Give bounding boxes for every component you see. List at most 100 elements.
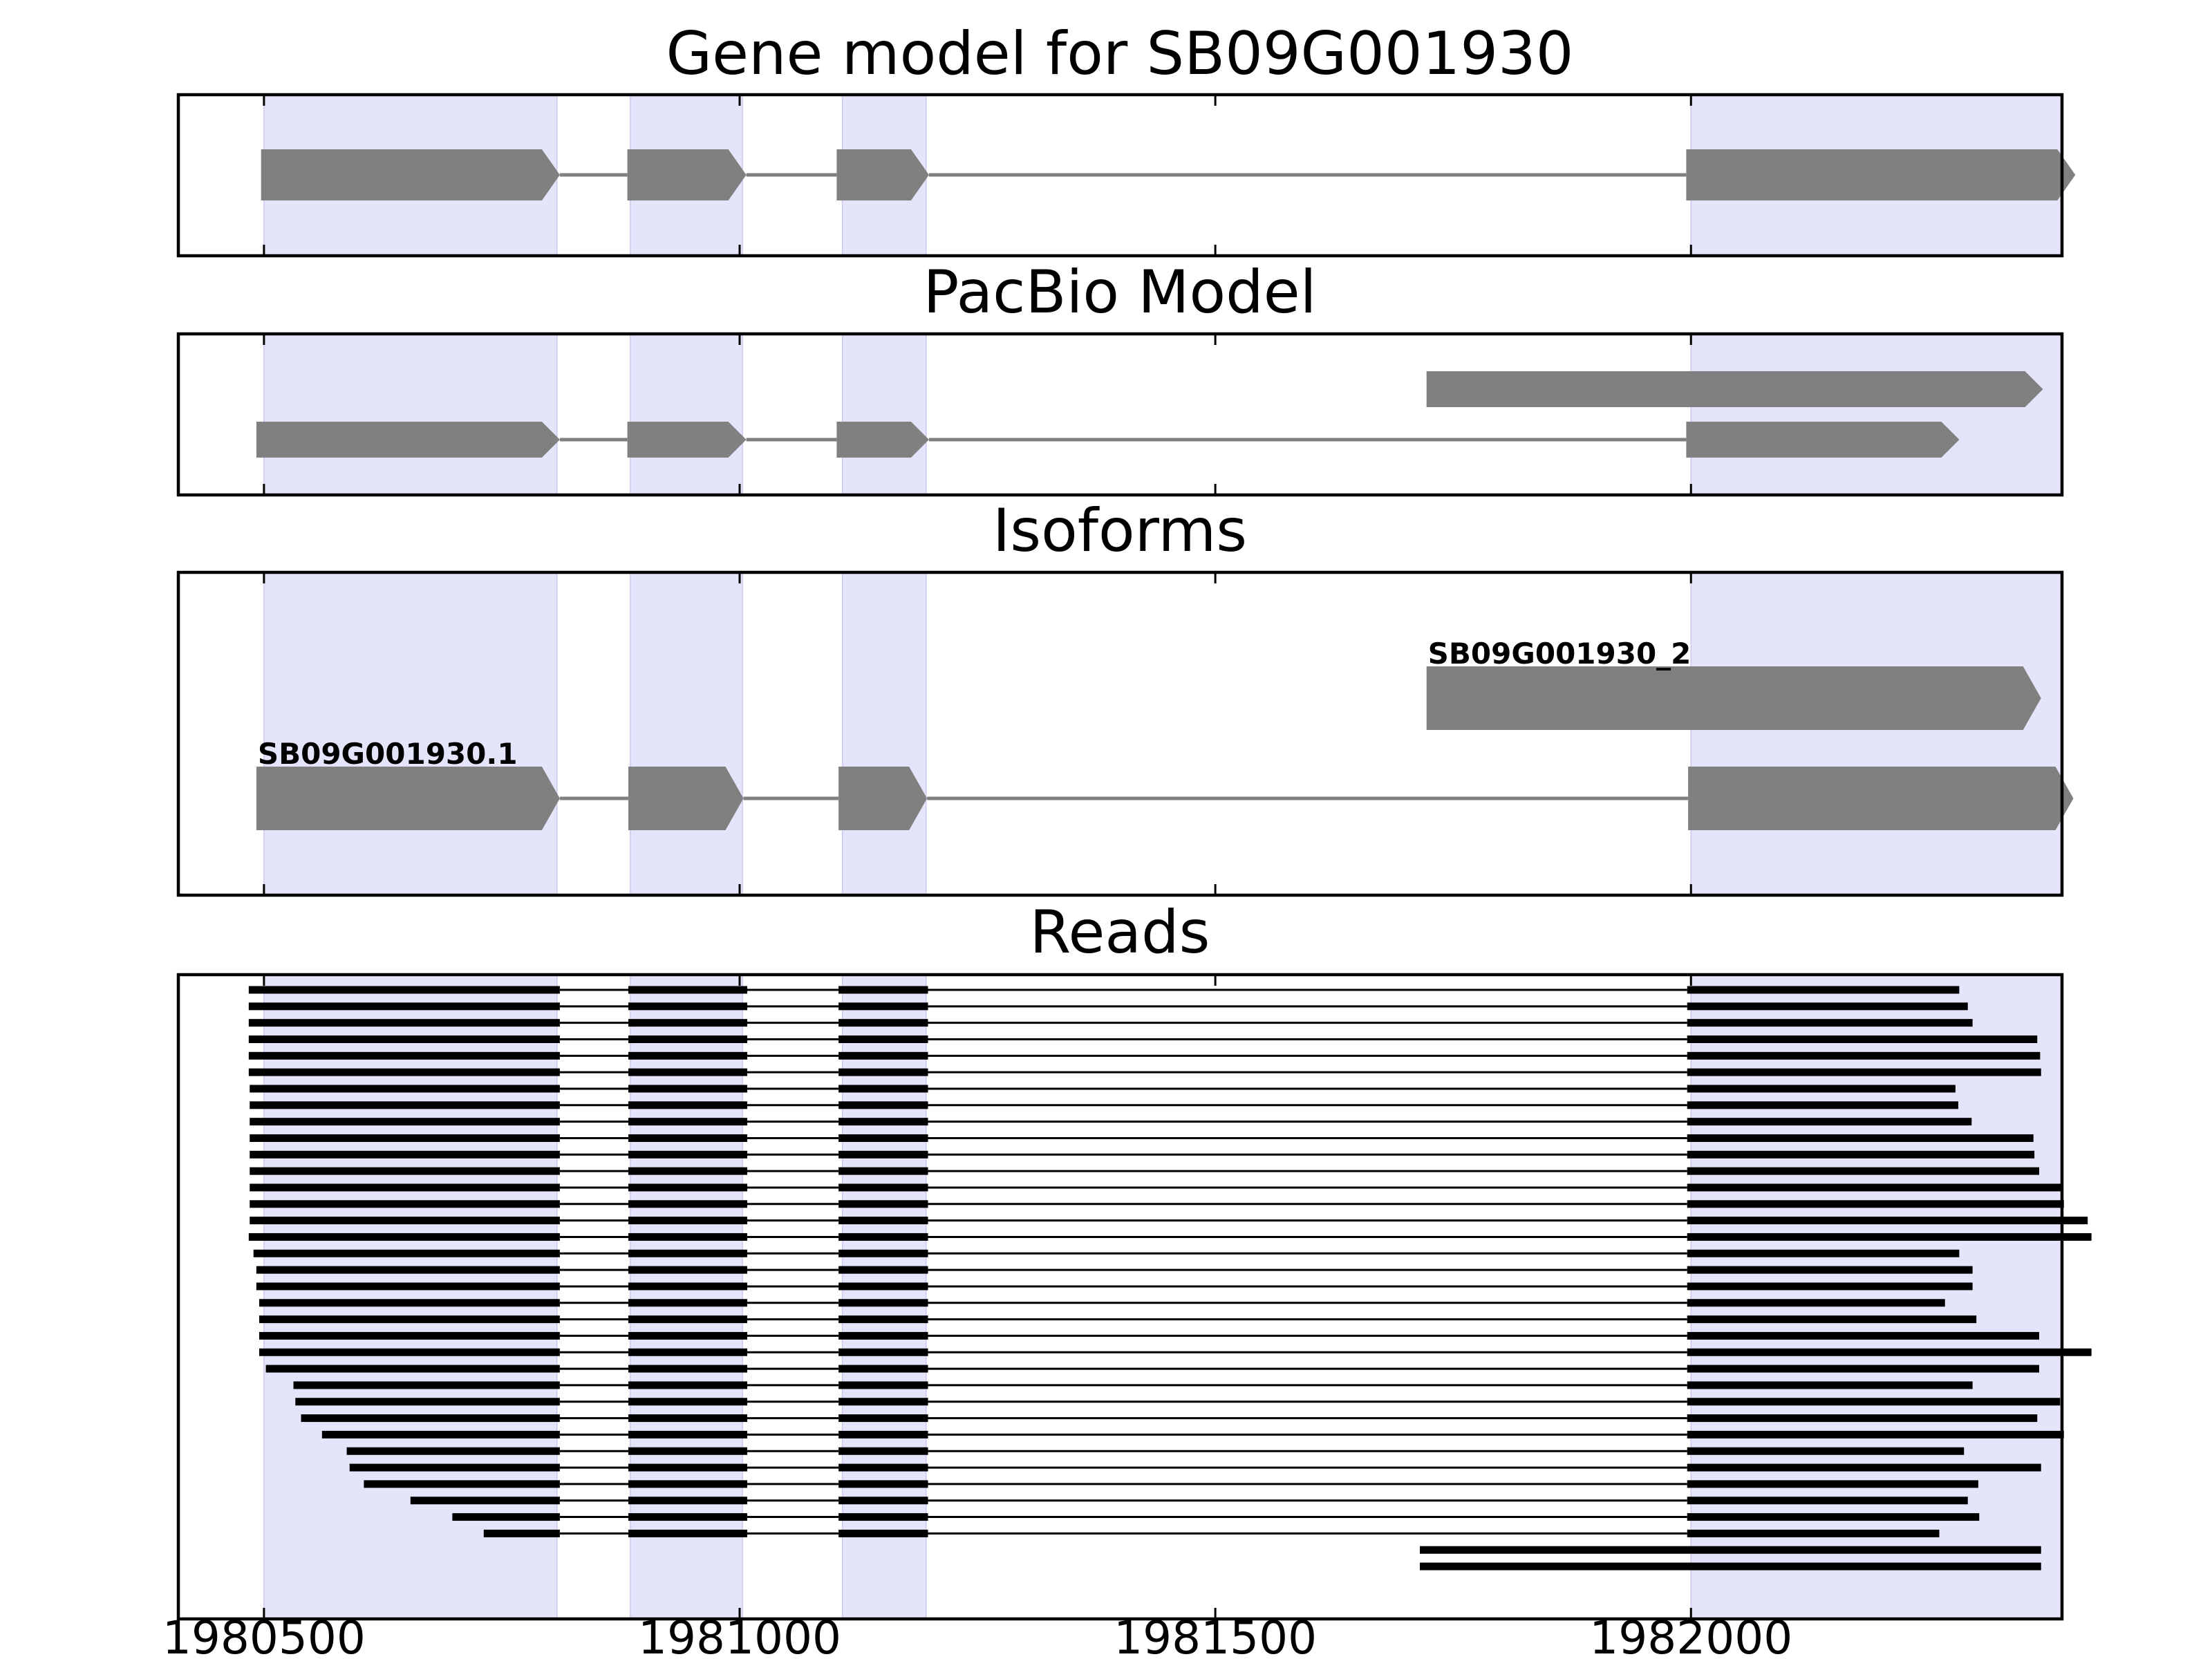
pacbio-model-panel: PacBio Model — [176, 258, 2064, 497]
read-15-block-1 — [628, 1232, 748, 1241]
exon-highlight-region-3 — [1690, 974, 2063, 1620]
read-15-block-0 — [248, 1232, 560, 1241]
read-34-block-0 — [1420, 1546, 2041, 1554]
pacbio-exon-1-1 — [627, 422, 747, 458]
read-1-block-0 — [248, 1002, 560, 1011]
read-20-block-3 — [1687, 1315, 1977, 1324]
read-11-block-1 — [628, 1167, 748, 1175]
isoforms-exon-1-3 — [1688, 767, 2074, 830]
read-26-block-0 — [301, 1414, 560, 1423]
read-27-block-2 — [838, 1430, 928, 1438]
read-9-block-1 — [628, 1134, 748, 1142]
isoforms-exon-1-2 — [838, 767, 928, 830]
isoform-label-0: SB09G001930_2 — [1428, 637, 1691, 671]
read-1-block-1 — [628, 1002, 748, 1011]
read-19-block-3 — [1687, 1299, 1945, 1307]
read-18-block-1 — [628, 1282, 748, 1291]
read-22-block-3 — [1687, 1348, 2092, 1356]
read-0-block-2 — [838, 986, 928, 994]
read-17-block-0 — [256, 1266, 560, 1274]
read-32-block-1 — [628, 1513, 748, 1521]
read-6-block-0 — [250, 1085, 560, 1093]
read-17-block-2 — [838, 1266, 928, 1274]
read-31-block-0 — [410, 1497, 560, 1505]
pacbio-exon-0-0 — [1426, 371, 2043, 407]
read-21-block-3 — [1687, 1331, 2039, 1340]
gene-model-panel: Gene model for SB09G001930 — [176, 19, 2076, 258]
pacbio-exon-1-3 — [1686, 422, 1960, 458]
isoforms-panel: SB09G001930_2 SB09G001930.1 Isoforms — [176, 496, 2074, 897]
read-30-block-3 — [1687, 1480, 1978, 1488]
read-16-block-2 — [838, 1249, 928, 1257]
read-26-block-3 — [1687, 1414, 2038, 1423]
read-10-block-0 — [250, 1150, 560, 1159]
read-19-block-2 — [838, 1299, 928, 1307]
exon-highlight-region-2 — [841, 333, 927, 496]
read-5-block-2 — [838, 1068, 928, 1076]
read-27-block-0 — [321, 1430, 560, 1438]
isoform-label-1: SB09G001930.1 — [258, 737, 518, 771]
read-11-block-2 — [838, 1167, 928, 1175]
read-7-block-0 — [250, 1101, 560, 1109]
read-6-block-1 — [628, 1085, 748, 1093]
read-2-block-0 — [248, 1019, 560, 1027]
read-14-block-1 — [628, 1217, 748, 1225]
read-18-block-3 — [1687, 1282, 1973, 1291]
read-26-block-1 — [628, 1414, 748, 1423]
pacbio-exon-1-0 — [256, 422, 560, 458]
x-tick-label-1: 1981000 — [638, 1611, 841, 1659]
exon-highlight-region-1 — [629, 572, 743, 896]
read-28-block-1 — [628, 1447, 748, 1455]
pacbio-model-title: PacBio Model — [923, 258, 1316, 327]
read-23-block-3 — [1687, 1365, 2039, 1373]
read-28-block-3 — [1687, 1447, 1965, 1455]
read-13-block-3 — [1687, 1200, 2064, 1208]
read-2-block-1 — [628, 1019, 748, 1027]
read-4-block-0 — [248, 1051, 560, 1060]
read-8-block-3 — [1687, 1118, 1972, 1126]
read-10-block-2 — [838, 1150, 928, 1159]
read-27-block-1 — [628, 1430, 748, 1438]
read-8-block-2 — [838, 1118, 928, 1126]
read-3-block-0 — [248, 1035, 560, 1043]
read-25-block-0 — [295, 1398, 560, 1406]
pacbio-model-frame — [176, 332, 2064, 497]
read-6-block-3 — [1687, 1085, 1956, 1093]
read-30-block-1 — [628, 1480, 748, 1488]
read-3-block-1 — [628, 1035, 748, 1043]
exon-highlight-region-2 — [841, 974, 927, 1620]
read-25-block-1 — [628, 1398, 748, 1406]
read-13-block-1 — [628, 1200, 748, 1208]
read-31-block-2 — [838, 1497, 928, 1505]
read-12-block-2 — [838, 1183, 928, 1192]
read-9-block-3 — [1687, 1134, 2034, 1142]
read-23-block-1 — [628, 1365, 748, 1373]
gene-exon-0-3 — [1686, 149, 2076, 200]
read-16-block-0 — [253, 1249, 560, 1257]
read-12-block-1 — [628, 1183, 748, 1192]
read-21-block-1 — [628, 1331, 748, 1340]
x-tick-label-2: 1981500 — [1114, 1611, 1317, 1659]
pacbio-exon-1-2 — [836, 422, 929, 458]
read-27-block-3 — [1687, 1430, 2064, 1438]
read-33-block-2 — [838, 1529, 928, 1537]
read-17-block-3 — [1687, 1266, 1973, 1274]
exon-highlight-region-0 — [263, 974, 558, 1620]
gene-model-title: Gene model for SB09G001930 — [666, 19, 1574, 88]
read-20-block-1 — [628, 1315, 748, 1324]
read-8-block-0 — [250, 1118, 560, 1126]
read-24-block-2 — [838, 1381, 928, 1389]
exon-highlight-region-2 — [841, 572, 927, 896]
exon-highlight-region-1 — [629, 333, 743, 496]
gene-exon-0-1 — [627, 149, 747, 200]
reads-panel: Reads — [176, 898, 2092, 1621]
read-4-block-3 — [1687, 1051, 2041, 1060]
exon-highlight-region-3 — [1690, 333, 2063, 496]
gene-model-frame — [176, 93, 2064, 258]
read-4-block-2 — [838, 1051, 928, 1060]
isoforms-exon-0-0 — [1426, 666, 2041, 730]
read-12-block-3 — [1687, 1183, 2063, 1192]
read-7-block-2 — [838, 1101, 928, 1109]
read-28-block-2 — [838, 1447, 928, 1455]
